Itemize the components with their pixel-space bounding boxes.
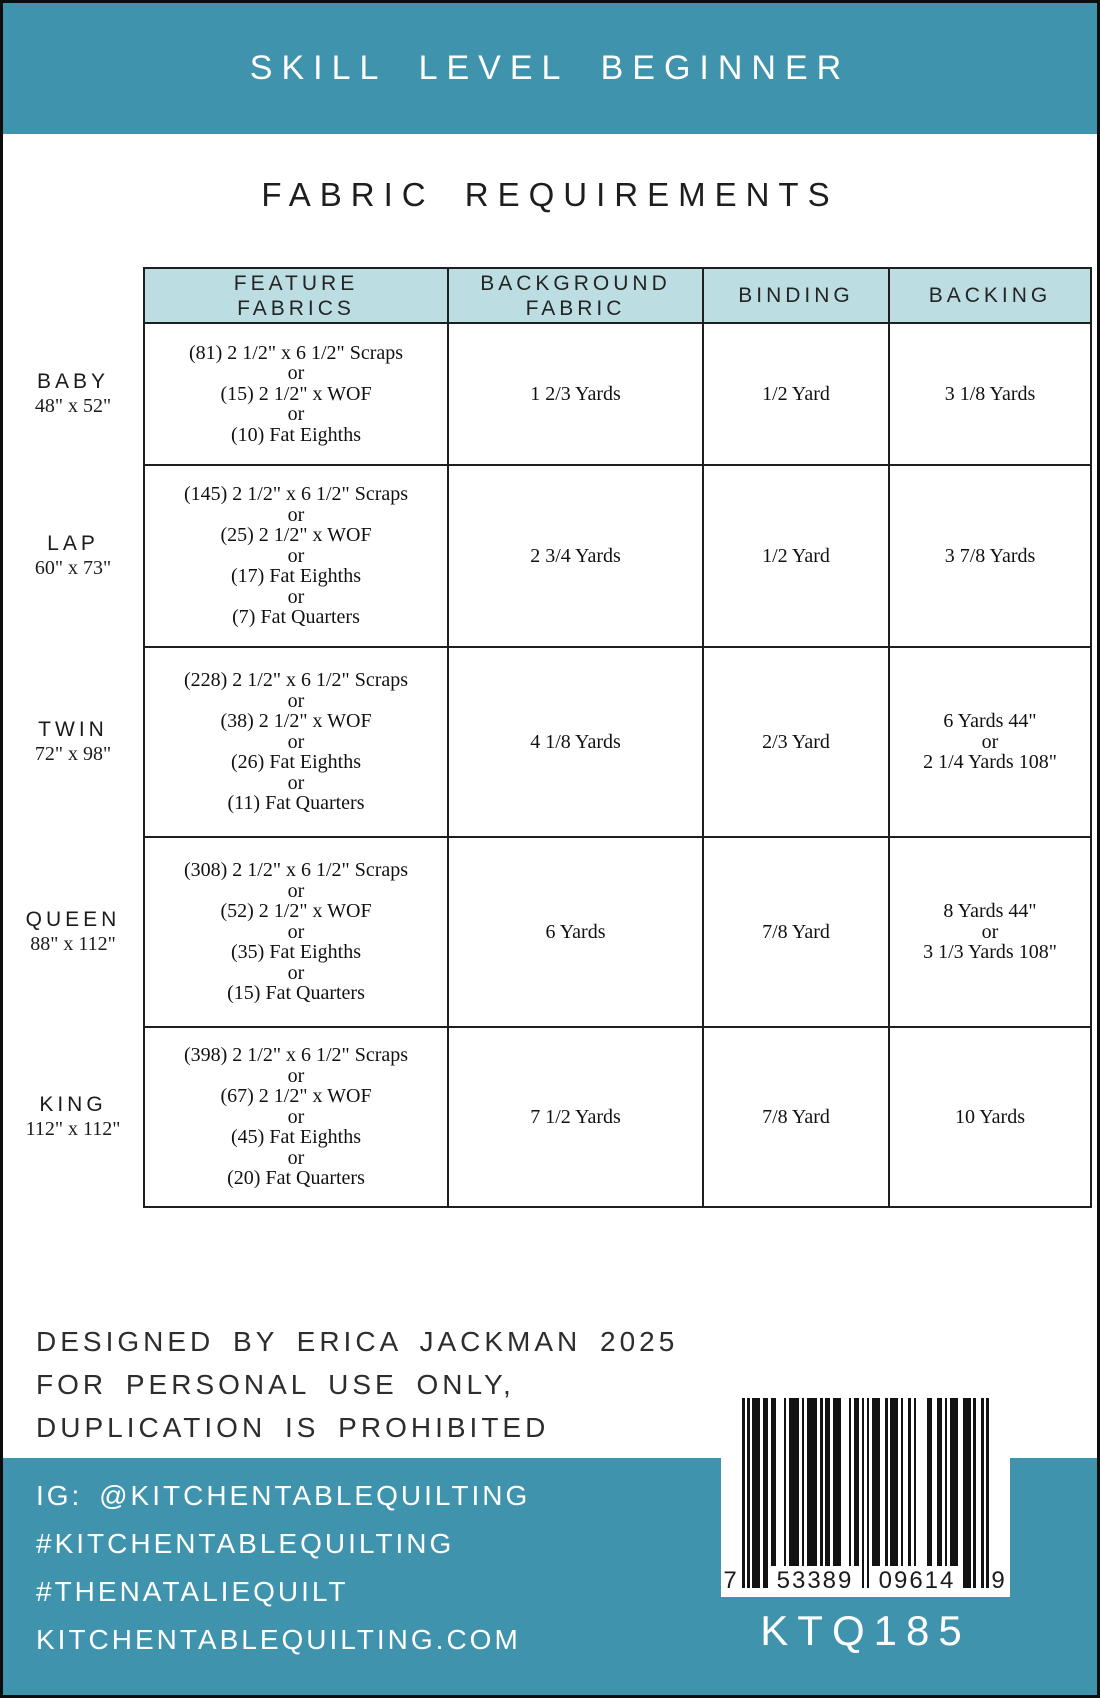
barcode-digit-group2: 09614 (878, 1567, 956, 1594)
barcode-bar (885, 1398, 888, 1566)
credits-line-designer: DESIGNED BY ERICA JACKMAN 2025 (36, 1326, 679, 1357)
footer-instagram-handle: IG: @KITCHENTABLEQUILTING (36, 1480, 531, 1511)
credits-block: DESIGNED BY ERICA JACKMAN 2025 FOR PERSO… (36, 1320, 678, 1449)
size-name: TWIN (38, 717, 108, 741)
background-fabric-cell: 7 1/2 Yards (447, 1026, 704, 1208)
credits-line-personal-use: FOR PERSONAL USE ONLY, (36, 1369, 515, 1400)
barcode-digit-right: 9 (991, 1567, 1007, 1594)
barcode-bar (752, 1398, 761, 1588)
barcode-bar (986, 1398, 989, 1588)
binding-cell: 1/2 Yard (702, 464, 890, 648)
binding-cell: 1/2 Yard (702, 322, 890, 466)
barcode-digit-group1: 53389 (776, 1567, 854, 1594)
barcode-bar (890, 1398, 898, 1566)
backing-cell: 3 1/8 Yards (888, 322, 1092, 466)
size-dimensions: 60" x 73" (34, 556, 112, 579)
barcode-bar (900, 1398, 904, 1566)
barcode-bars (742, 1398, 989, 1588)
row-labels: BABY 48" x 52" LAP 60" x 73" TWIN 72" x 98" QU… (3, 3, 143, 1303)
size-label-baby: BABY 48" x 52" (3, 368, 143, 418)
barcode-bar (872, 1398, 880, 1566)
barcode-bar (820, 1398, 823, 1566)
fabric-row-baby: (81) 2 1/2" x 6 1/2" Scraps or (15) 2 1/… (143, 322, 1092, 466)
barcode-bar (762, 1398, 768, 1588)
footer-social-block: IG: @KITCHENTABLEQUILTING #KITCHENTABLEQ… (36, 1472, 530, 1664)
size-dimensions: 88" x 112" (30, 932, 116, 955)
column-header-background-fabric: BACKGROUND FABRIC (447, 267, 704, 324)
product-code: KTQ185 (760, 1607, 971, 1654)
barcode-bar (950, 1398, 958, 1566)
backing-cell: 8 Yards 44" or 3 1/3 Yards 108" (888, 836, 1092, 1028)
backing-cell: 10 Yards (888, 1026, 1092, 1208)
barcode-bar (788, 1398, 800, 1566)
skill-level-text: SKILL LEVEL BEGINNER (249, 49, 851, 87)
size-label-twin: TWIN 72" x 98" (3, 716, 143, 766)
fabric-row-queen: (308) 2 1/2" x 6 1/2" Scraps or (52) 2 1… (143, 836, 1092, 1028)
size-name: BABY (36, 369, 110, 393)
fabric-requirements-title: FABRIC REQUIREMENTS (261, 176, 839, 213)
column-header-backing: BACKING (888, 267, 1092, 324)
binding-cell: 2/3 Yard (702, 646, 890, 838)
barcode-bar (742, 1398, 745, 1588)
column-header-feature-fabrics: FEATURE FABRICS (143, 267, 449, 324)
barcode: 7 53389 09614 9 (721, 1385, 1010, 1597)
size-dimensions: 112" x 112" (25, 1117, 121, 1140)
footer-hashtag-pattern: #THENATALIEQUILT (36, 1576, 349, 1607)
backing-cell: 6 Yards 44" or 2 1/4 Yards 108" (888, 646, 1092, 838)
credits-line-duplication: DUPLICATION IS PROHIBITED (36, 1412, 550, 1443)
barcode-bar (926, 1398, 932, 1566)
barcode-bar (848, 1398, 852, 1566)
size-dimensions: 48" x 52" (34, 394, 112, 417)
fabric-requirements-table: FEATURE FABRICS BACKGROUND FABRIC BINDIN… (143, 267, 1092, 1208)
barcode-bar (833, 1398, 841, 1566)
barcode-bar (853, 1398, 859, 1566)
barcode-bar (801, 1398, 805, 1566)
barcode-bar (981, 1398, 984, 1588)
feature-fabrics-cell: (81) 2 1/2" x 6 1/2" Scraps or (15) 2 1/… (143, 322, 449, 466)
fabric-row-lap: (145) 2 1/2" x 6 1/2" Scraps or (25) 2 1… (143, 464, 1092, 648)
size-label-lap: LAP 60" x 73" (3, 530, 143, 580)
feature-fabrics-cell: (228) 2 1/2" x 6 1/2" Scraps or (38) 2 1… (143, 646, 449, 838)
barcode-bar (908, 1398, 911, 1566)
size-dimensions: 72" x 98" (34, 742, 112, 765)
barcode-bar (937, 1398, 943, 1566)
barcode-bar (807, 1398, 818, 1566)
barcode-bar (825, 1398, 831, 1566)
skill-level-band: SKILL LEVEL BEGINNER (3, 3, 1097, 134)
size-name: QUEEN (25, 907, 121, 931)
barcode-bar (861, 1398, 865, 1588)
footer-hashtag-brand: #KITCHENTABLEQUILTING (36, 1528, 455, 1559)
footer-website: KITCHENTABLEQUILTING.COM (36, 1624, 521, 1655)
feature-fabrics-cell: (398) 2 1/2" x 6 1/2" Scraps or (67) 2 1… (143, 1026, 449, 1208)
fabric-row-king: (398) 2 1/2" x 6 1/2" Scraps or (67) 2 1… (143, 1026, 1092, 1208)
feature-fabrics-cell: (145) 2 1/2" x 6 1/2" Scraps or (25) 2 1… (143, 464, 449, 648)
barcode-bar (770, 1398, 776, 1566)
barcode-bar (913, 1398, 917, 1566)
barcode-digit-left: 7 (723, 1567, 739, 1594)
column-header-binding: BINDING (702, 267, 890, 324)
barcode-bar (973, 1398, 976, 1588)
barcode-bar (866, 1398, 870, 1588)
table-header-row: FEATURE FABRICS BACKGROUND FABRIC BINDIN… (143, 267, 1092, 324)
size-name: KING (39, 1092, 107, 1116)
background-fabric-cell: 2 3/4 Yards (447, 464, 704, 648)
background-fabric-cell: 1 2/3 Yards (447, 322, 704, 466)
background-fabric-cell: 4 1/8 Yards (447, 646, 704, 838)
barcode-bar (944, 1398, 948, 1566)
binding-cell: 7/8 Yard (702, 836, 890, 1028)
size-name: LAP (47, 531, 99, 555)
background-fabric-cell: 6 Yards (447, 836, 704, 1028)
fabric-row-twin: (228) 2 1/2" x 6 1/2" Scraps or (38) 2 1… (143, 646, 1092, 838)
binding-cell: 7/8 Yard (702, 1026, 890, 1208)
backing-cell: 3 7/8 Yards (888, 464, 1092, 648)
size-label-king: KING 112" x 112" (3, 1091, 143, 1141)
barcode-bar (963, 1398, 971, 1588)
barcode-bar (747, 1398, 750, 1588)
barcode-bar (783, 1398, 787, 1566)
fabric-table-body: (81) 2 1/2" x 6 1/2" Scraps or (15) 2 1/… (143, 322, 1092, 1208)
feature-fabrics-cell: (308) 2 1/2" x 6 1/2" Scraps or (52) 2 1… (143, 836, 449, 1028)
size-label-queen: QUEEN 88" x 112" (3, 906, 143, 956)
